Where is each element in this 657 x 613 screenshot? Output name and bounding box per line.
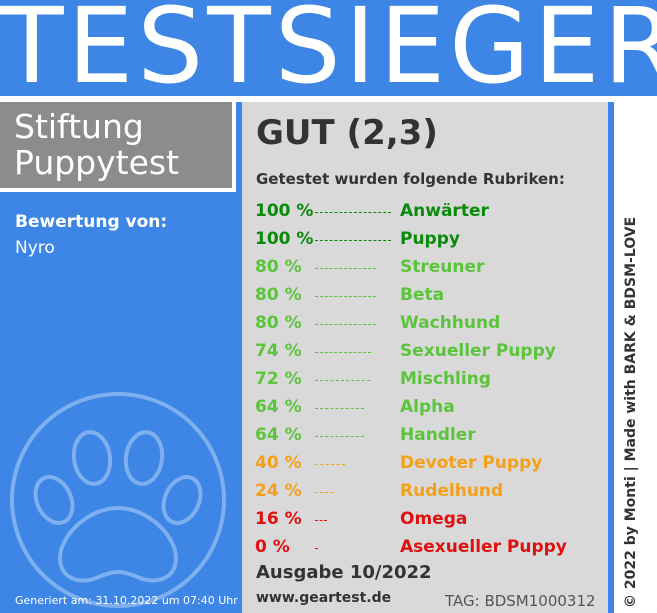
rubric-category: Beta [400, 285, 445, 305]
rubric-score-line [315, 408, 364, 409]
rubric-row: 100 % Anwärter [255, 199, 605, 225]
rubric-score-line [315, 324, 376, 325]
brand-line-2: Puppytest [14, 143, 180, 182]
brand-box: Stiftung Puppytest [0, 102, 236, 192]
rubric-row: 16 % Omega [255, 507, 605, 533]
generated-timestamp: Generiert am: 31.10.2022 um 07:40 Uhr [15, 594, 238, 607]
rubric-row: 40 % Devoter Puppy [255, 451, 605, 477]
rubric-score-line [315, 352, 371, 353]
edition-label: Ausgabe 10/2022 [256, 562, 432, 583]
rubric-row: 80 % Streuner [255, 255, 605, 281]
rubric-category: Rudelhund [400, 481, 504, 501]
rubric-score-line [315, 548, 318, 549]
review-label: Bewertung von: [15, 212, 168, 232]
rubric-percent: 16 % [255, 509, 302, 529]
rubric-score-line [315, 520, 327, 521]
rubric-percent: 80 % [255, 313, 302, 333]
rubric-category: Omega [400, 509, 468, 529]
rubric-row: 80 % Beta [255, 283, 605, 309]
credit-strip [614, 102, 657, 613]
rubric-percent: 64 % [255, 425, 302, 445]
rubric-percent: 0 % [255, 537, 290, 557]
rubric-category: Puppy [400, 229, 460, 249]
rubric-row: 24 % Rudelhund [255, 479, 605, 505]
rubric-category: Alpha [400, 397, 455, 417]
rubric-score-line [315, 464, 345, 465]
rubric-score-line [315, 296, 376, 297]
header-banner: TESTSIEGER [0, 0, 657, 102]
rubric-score-line [315, 492, 333, 493]
rubric-row: 100 % Puppy [255, 227, 605, 253]
rubric-score-line [315, 268, 376, 269]
rubric-percent: 100 % [255, 229, 314, 249]
tag-id: TAG: BDSM1000312 [445, 592, 596, 610]
rubric-row: 64 % Handler [255, 423, 605, 449]
rubric-category: Streuner [400, 257, 485, 277]
rubric-percent: 80 % [255, 257, 302, 277]
paw-print-icon [10, 392, 226, 608]
rubric-category: Anwärter [400, 201, 489, 221]
result-panel [242, 102, 608, 613]
reviewer-name: Nyro [15, 238, 55, 258]
rubric-percent: 40 % [255, 453, 302, 473]
rubric-row: 80 % Wachhund [255, 311, 605, 337]
rubric-score-line [315, 436, 364, 437]
rubric-category: Devoter Puppy [400, 453, 543, 473]
rubric-row: 72 % Mischling [255, 367, 605, 393]
rubric-percent: 100 % [255, 201, 314, 221]
brand-line-1: Stiftung [14, 107, 144, 146]
rubric-category: Handler [400, 425, 476, 445]
grade-title: GUT (2,3) [256, 113, 438, 153]
rubric-score-line [315, 380, 370, 381]
rubric-category: Mischling [400, 369, 491, 389]
rubric-score-line [315, 212, 391, 213]
rubric-percent: 24 % [255, 481, 302, 501]
rubric-category: Asexueller Puppy [400, 537, 567, 557]
rubric-row: 74 % Sexueller Puppy [255, 339, 605, 365]
rubric-category: Wachhund [400, 313, 501, 333]
rubric-row: 0 % Asexueller Puppy [255, 535, 605, 561]
rubric-percent: 74 % [255, 341, 302, 361]
website-url: www.geartest.de [256, 590, 392, 606]
header-title: TESTSIEGER [0, 0, 657, 107]
rubric-category: Sexueller Puppy [400, 341, 556, 361]
rubric-subheading: Getestet wurden folgende Rubriken: [256, 170, 565, 188]
rubric-score-line [315, 240, 391, 241]
rubric-percent: 72 % [255, 369, 302, 389]
credit-text: © 2022 by Monti | Made with BARK & BDSM-… [623, 216, 639, 608]
rubric-percent: 80 % [255, 285, 302, 305]
header-divider [0, 96, 657, 102]
rubric-percent: 64 % [255, 397, 302, 417]
rubric-row: 64 % Alpha [255, 395, 605, 421]
